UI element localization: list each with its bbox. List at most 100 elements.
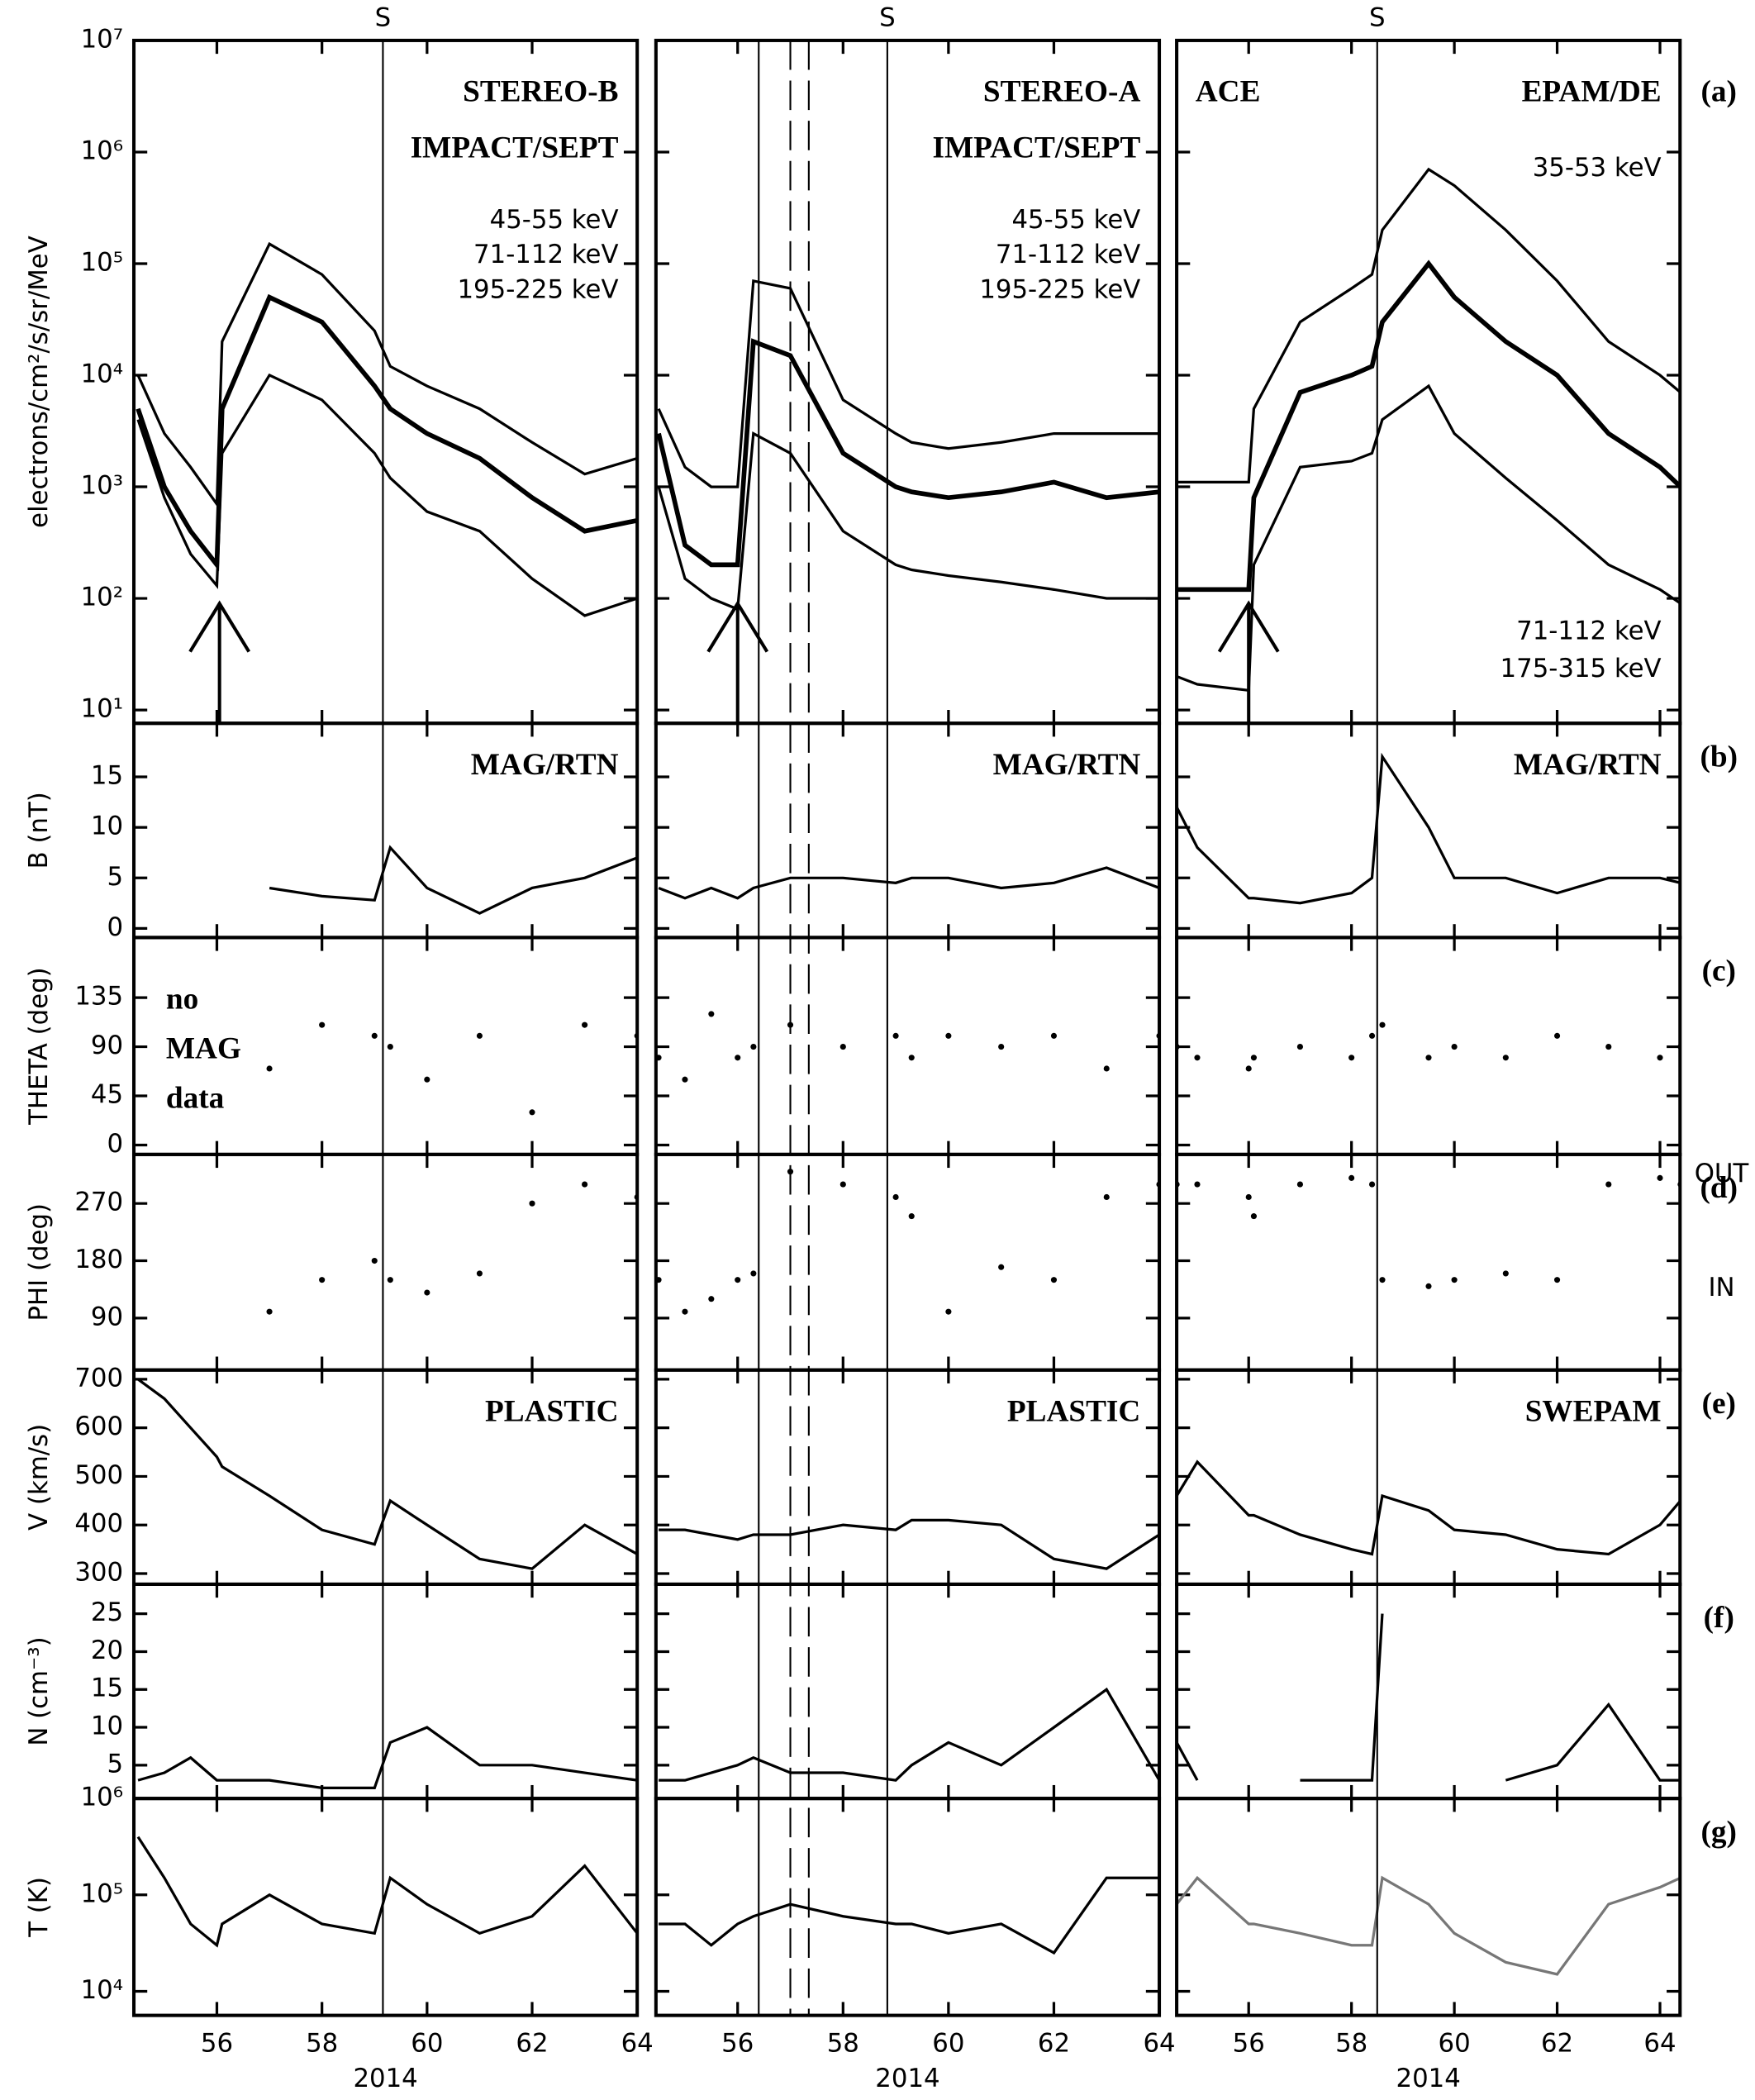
series-point <box>708 1011 715 1017</box>
series-point <box>1296 1044 1304 1050</box>
panel: 10¹ 10² 10³ 10⁴ 10⁵ 10⁶ 10⁷ STEREO-B IMPACT/SEPT… <box>24 24 640 726</box>
panel: 300 400 500 600 700 PLASTIC V (km/s) <box>24 1363 640 1588</box>
panel-title: PLASTIC <box>1007 1395 1140 1429</box>
series-point <box>319 1277 326 1283</box>
panel-label: (b) <box>1700 740 1738 774</box>
y-tick-label: 10⁶ <box>81 136 123 165</box>
series-point <box>476 1270 483 1277</box>
series-point <box>529 1200 535 1207</box>
series-point <box>1194 1181 1201 1188</box>
y-tick-label: 10⁵ <box>81 247 123 277</box>
panel-subtitle: IMPACT/SEPT <box>933 131 1141 164</box>
series-line <box>656 338 1160 568</box>
y-tick-label: 5 <box>107 1749 123 1779</box>
x-tick-label: 58 <box>1335 2029 1367 2059</box>
series-line <box>1177 260 1681 593</box>
series-point <box>908 1213 915 1220</box>
panel-label: (e) <box>1702 1387 1736 1421</box>
series-line <box>1177 1613 1681 1782</box>
series-point <box>476 1032 483 1039</box>
series-point <box>1348 1055 1355 1061</box>
y-tick-label: 10⁴ <box>81 1975 123 2005</box>
series-point <box>1245 1065 1252 1072</box>
series-point <box>945 1032 952 1039</box>
panel-frame <box>1175 1797 1682 2017</box>
y-tick-label: 10³ <box>81 471 123 501</box>
series-point <box>371 1257 378 1264</box>
panel-frame <box>131 1582 640 1801</box>
series-point <box>998 1264 1005 1270</box>
y-tick-label: 400 <box>74 1509 123 1539</box>
panel-label-left: ACE <box>1196 74 1261 108</box>
series-point <box>1050 1277 1058 1283</box>
y-tick-label: 10⁴ <box>81 360 123 389</box>
y-axis-label: N (cm⁻³) <box>24 1636 54 1745</box>
shock-label: S <box>375 2 392 32</box>
series-point <box>1553 1277 1561 1283</box>
x-axis-label: 2014 <box>1396 2064 1461 2093</box>
panel-title: MAG/RTN <box>471 748 619 782</box>
legend-entry: 45-55 keV <box>490 205 619 235</box>
series-line <box>658 866 1160 900</box>
series-point <box>1657 1055 1663 1061</box>
legend-entry: 71-112 keV <box>473 240 618 269</box>
series-point <box>1425 1055 1432 1061</box>
series-line <box>659 1518 1160 1570</box>
y-tick-label: 180 <box>74 1245 123 1274</box>
side-label: IN <box>1708 1273 1734 1302</box>
panel-frame <box>131 1797 640 2017</box>
series-point <box>839 1181 846 1188</box>
series-point <box>1425 1283 1432 1289</box>
series-point <box>424 1076 430 1083</box>
series-point <box>371 1032 378 1039</box>
x-tick-label: 60 <box>932 2029 964 2059</box>
series-point <box>1657 1174 1663 1181</box>
series-point <box>387 1277 393 1283</box>
panel: 56 58 60 62 64 (g) <box>1175 1797 1737 2059</box>
series-line <box>657 279 1160 488</box>
series-point <box>839 1044 846 1050</box>
y-tick-label: 270 <box>74 1188 123 1217</box>
series-point <box>1502 1055 1509 1061</box>
series-line <box>1177 752 1681 905</box>
legend-entry: 35-53 keV <box>1533 153 1662 183</box>
panel-title: STEREO-B <box>463 74 618 108</box>
x-tick-label: 64 <box>1643 2029 1676 2059</box>
series-point <box>1250 1213 1258 1220</box>
series-line <box>137 1378 638 1570</box>
series-point <box>1245 1193 1252 1201</box>
y-axis-label: B (nT) <box>24 792 54 869</box>
x-tick-label: 56 <box>1233 2029 1265 2059</box>
series-point <box>735 1055 741 1061</box>
series-point <box>1451 1044 1458 1050</box>
panel: STEREO-A IMPACT/SEPT 45-55 keV 71-112 keV 19… <box>654 38 1162 726</box>
panel-note: data <box>166 1082 225 1116</box>
panel <box>654 936 1162 1156</box>
x-tick-label: 62 <box>1038 2029 1070 2059</box>
legend-entry: 195-225 keV <box>979 274 1140 304</box>
panel <box>654 1152 1162 1372</box>
panel-frame <box>1175 1152 1682 1372</box>
y-tick-label: 25 <box>91 1598 123 1627</box>
onset-arrow-head <box>188 600 251 653</box>
panel-title: SWEPAM <box>1525 1395 1662 1429</box>
panel-title: EPAM/DE <box>1522 74 1662 108</box>
onset-arrow-head <box>1217 600 1280 653</box>
panel: 90 180 270 PHI (deg) <box>24 1152 640 1372</box>
series-point <box>750 1270 757 1277</box>
series-point <box>1368 1181 1376 1188</box>
y-axis-label: electrons/cm²/s/sr/MeV <box>24 236 54 528</box>
panel <box>654 1582 1162 1801</box>
series-line <box>1177 167 1681 484</box>
y-tick-label: 700 <box>74 1363 123 1393</box>
panel-title: MAG/RTN <box>1514 748 1662 782</box>
panel-label: (c) <box>1702 955 1736 988</box>
panel: PLASTIC <box>654 1368 1162 1586</box>
series-point <box>1296 1181 1304 1188</box>
series-point <box>424 1289 430 1296</box>
panel-frame <box>1175 936 1682 1156</box>
x-tick-label: 64 <box>621 2029 654 2059</box>
series-line <box>659 1687 1160 1782</box>
y-tick-label: 300 <box>74 1558 123 1588</box>
